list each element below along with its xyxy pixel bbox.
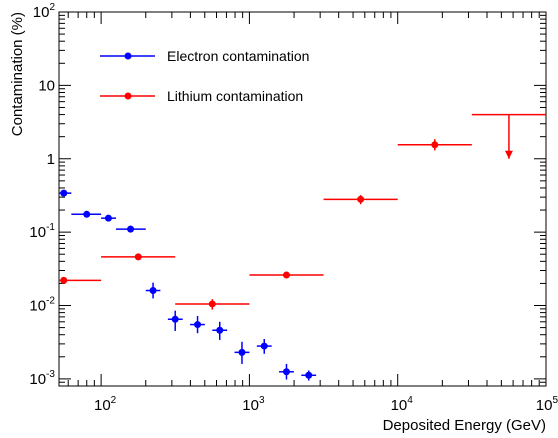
- legend: Electron contamination Lithium contamina…: [100, 48, 309, 104]
- data-point: [282, 368, 290, 376]
- data-point: [104, 214, 112, 222]
- y-tick-label: 10-2: [29, 296, 55, 315]
- plot-frame: [58, 11, 547, 387]
- legend-lithium-marker: [124, 92, 132, 100]
- y-axis-title: Contamination (%): [9, 12, 26, 136]
- series-lithium: [59, 113, 546, 310]
- data-point: [194, 321, 202, 329]
- data-point: [357, 195, 365, 203]
- data-point: [149, 287, 157, 295]
- y-tick-label: 10-1: [29, 222, 55, 241]
- legend-electron-label: Electron contamination: [167, 48, 309, 64]
- data-point: [216, 326, 224, 334]
- data-point: [60, 276, 68, 284]
- upper-limit-arrow: [504, 150, 513, 159]
- data-point: [305, 371, 313, 379]
- data-point: [282, 271, 290, 279]
- data-point: [431, 141, 439, 149]
- x-tick-label: 105: [536, 395, 558, 414]
- y-tick-label: 102: [33, 2, 56, 21]
- legend-lithium-label: Lithium contamination: [167, 88, 303, 104]
- data-point: [238, 348, 246, 356]
- data-point: [134, 253, 142, 261]
- data-point: [127, 225, 135, 233]
- y-tick-label: 10-3: [29, 369, 55, 388]
- y-tick-label: 10: [38, 77, 55, 94]
- data-point: [208, 300, 216, 308]
- ticks: 102 103 104 105 10-3 10-2 10-1 1 10 102: [29, 2, 558, 414]
- data-point: [171, 315, 179, 323]
- data-series: [59, 113, 546, 381]
- x-tick-label: 102: [94, 395, 117, 414]
- legend-electron-marker: [124, 52, 132, 60]
- data-point: [83, 210, 91, 218]
- data-point: [260, 342, 268, 350]
- x-axis-title: Deposited Energy (GeV): [383, 417, 546, 434]
- x-tick-label: 103: [242, 395, 265, 414]
- data-point: [60, 189, 68, 197]
- x-tick-label: 104: [391, 395, 414, 414]
- series-electron: [59, 189, 317, 381]
- y-tick-label: 1: [47, 151, 55, 168]
- axes: [58, 11, 547, 387]
